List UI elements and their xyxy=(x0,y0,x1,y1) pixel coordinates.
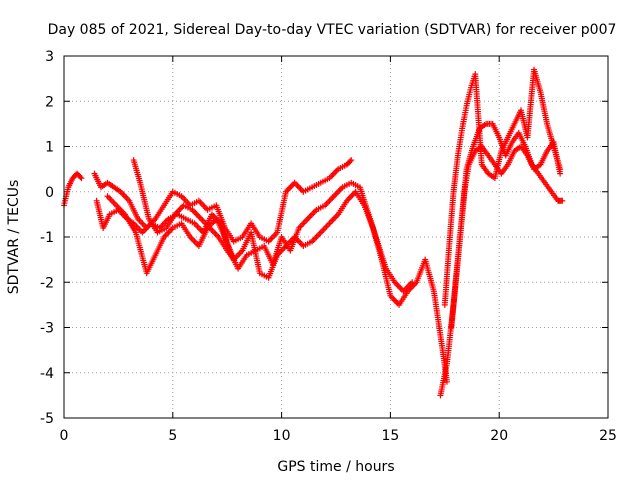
series-track-d xyxy=(104,188,450,385)
x-tick-label: 15 xyxy=(381,428,399,444)
y-tick-label: -3 xyxy=(40,321,54,337)
data-point xyxy=(559,197,566,204)
x-tick-label: 25 xyxy=(599,428,617,444)
y-tick-label: 1 xyxy=(45,140,54,156)
y-axis-label: SDTVAR / TECUs xyxy=(6,180,22,295)
y-tick-label: -4 xyxy=(40,366,54,382)
x-tick-label: 0 xyxy=(60,428,69,444)
series-track-e xyxy=(130,157,237,263)
data-point xyxy=(230,256,237,263)
series-track-b xyxy=(91,157,355,245)
x-tick-label: 20 xyxy=(490,428,508,444)
plot-frame xyxy=(63,55,609,419)
data-point xyxy=(557,170,564,177)
y-tick-label: 0 xyxy=(45,185,54,201)
data-point xyxy=(78,175,85,182)
y-tick-label: 2 xyxy=(45,94,54,110)
y-tick-label: 3 xyxy=(45,49,54,65)
series-track-h xyxy=(448,138,564,331)
x-tick-label: 5 xyxy=(168,428,177,444)
data-point xyxy=(348,157,355,164)
y-tick-label: -5 xyxy=(40,411,54,427)
x-tick-label: 10 xyxy=(273,428,291,444)
series-track-a xyxy=(61,170,85,209)
data-point xyxy=(77,174,84,181)
x-axis-label: GPS time / hours xyxy=(277,459,394,475)
data-points xyxy=(61,66,566,399)
tick-labels: 0 5 10 15 20 25 -5 -4 -3 -2 -1 0 1 2 3 xyxy=(40,49,617,444)
data-point xyxy=(443,378,450,385)
y-tick-label: -2 xyxy=(40,275,54,291)
y-tick-label: -1 xyxy=(40,230,54,246)
data-point xyxy=(347,158,354,165)
chart-title: Day 085 of 2021, Sidereal Day-to-day VTE… xyxy=(48,22,617,38)
